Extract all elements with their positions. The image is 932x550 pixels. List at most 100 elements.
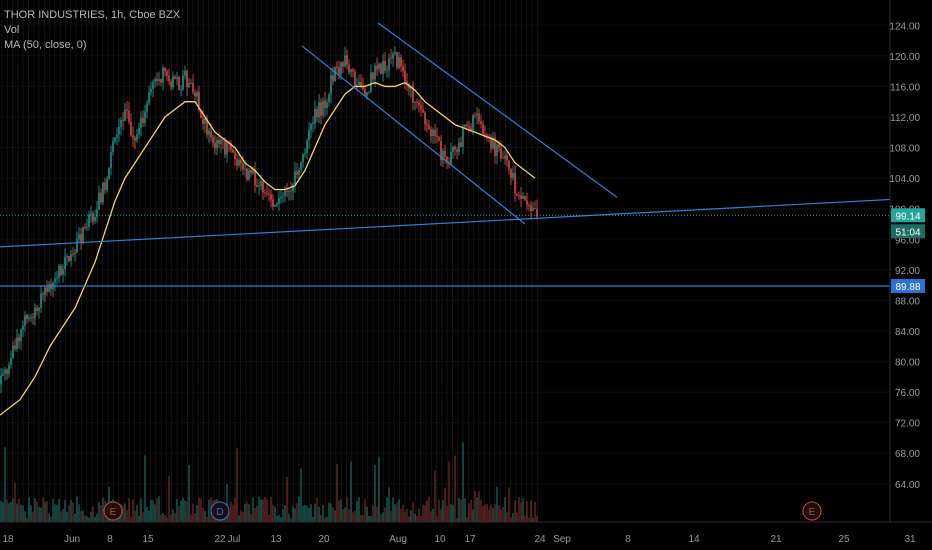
volume-bar — [90, 511, 92, 522]
volume-bar — [54, 504, 56, 522]
time-axis[interactable]: 18 Jun 8 15 22 Jul 13 20 Aug 10 17 24 Sep 8 14 21 25 31 — [0, 521, 932, 545]
candle-body — [18, 337, 20, 342]
volume-bar — [448, 461, 450, 522]
volume-bar — [486, 504, 488, 522]
candle-body — [130, 121, 132, 136]
volume-bar — [508, 487, 510, 522]
candle-body — [416, 101, 418, 103]
volume-bar — [124, 503, 126, 522]
candle-body — [90, 213, 92, 215]
candle-body — [216, 140, 218, 149]
volume-bar — [304, 505, 306, 522]
candle-body — [470, 127, 472, 131]
candle-body — [30, 317, 32, 319]
candle-body — [172, 76, 174, 88]
candle-body — [186, 70, 188, 88]
candle-body — [316, 109, 318, 118]
candle-body — [512, 172, 514, 179]
volume-bar — [374, 464, 376, 522]
volume-bar — [464, 498, 466, 522]
volume-bar — [342, 509, 344, 522]
volume-bar — [326, 516, 328, 522]
volume-bar — [416, 516, 418, 522]
volume-bar — [96, 513, 98, 522]
time-tick-label: 25 — [838, 534, 850, 545]
volume-bar — [532, 517, 534, 522]
candle-body — [418, 102, 420, 106]
candle-body — [104, 182, 106, 191]
volume-bar — [12, 498, 14, 522]
candle-body — [238, 159, 240, 166]
volume-bar — [68, 505, 70, 522]
volume-bar — [422, 504, 424, 522]
candle-body — [222, 139, 224, 141]
candle-body — [292, 184, 294, 192]
volume-bar — [520, 502, 522, 522]
candle-body — [304, 152, 306, 154]
price-tick-label: 108.00 — [889, 144, 920, 155]
time-tick-label: 14 — [688, 534, 700, 545]
candle-body — [28, 317, 30, 320]
ma-indicator-label[interactable]: MA (50, close, 0) — [4, 39, 87, 51]
candle-body — [212, 137, 214, 143]
volume-bar — [378, 456, 380, 522]
volume-bar — [166, 517, 168, 522]
volume-bar — [414, 513, 416, 522]
volume-bar — [332, 507, 334, 522]
volume-bar — [450, 504, 452, 522]
price-tick-label: 68.00 — [895, 449, 920, 460]
candle-body — [520, 195, 522, 199]
candle-body — [260, 181, 262, 186]
candle-body — [524, 195, 526, 201]
volume-bar — [262, 499, 264, 522]
symbol-title[interactable]: THOR INDUSTRIES, 1h, Cboe BZX — [4, 9, 181, 21]
volume-bar — [356, 501, 358, 522]
candle-body — [138, 127, 140, 135]
candle-body — [326, 102, 328, 108]
candle-body — [510, 169, 512, 179]
candle-body — [492, 137, 494, 149]
volume-bar — [152, 500, 154, 522]
volume-bar — [280, 517, 282, 522]
trendlines[interactable] — [0, 22, 891, 248]
volume-bar — [420, 516, 422, 522]
volume-bar — [372, 505, 374, 522]
candle-body — [112, 141, 114, 152]
volume-bar — [446, 505, 448, 522]
candle-body — [388, 57, 390, 71]
volume-bar — [58, 499, 60, 522]
volume-bar — [312, 516, 314, 522]
candle-body — [398, 57, 400, 68]
candle-body — [284, 190, 286, 196]
volume-bar — [82, 510, 84, 522]
volume-bar — [522, 498, 524, 522]
volume-bar — [44, 502, 46, 522]
volume-bar — [472, 509, 474, 522]
candle-body — [314, 109, 316, 124]
volume-bar — [530, 500, 532, 522]
volume-bar — [150, 499, 152, 522]
candle-body — [106, 178, 108, 191]
volume-bar — [344, 507, 346, 522]
volume-bar — [388, 487, 390, 522]
candle-body — [246, 168, 248, 180]
volume-bar — [194, 513, 196, 522]
candle-body — [528, 205, 530, 206]
candle-body — [22, 325, 24, 330]
volume-bar — [252, 497, 254, 522]
candle-body — [176, 77, 178, 80]
volume-bar — [286, 476, 288, 522]
candle-body — [92, 213, 94, 222]
volume-indicator-label[interactable]: Vol — [4, 24, 20, 36]
price-tick-label: 76.00 — [895, 388, 920, 399]
volume-bar — [192, 503, 194, 522]
candle-body — [256, 185, 258, 187]
candle-body — [482, 124, 484, 135]
candle-body — [14, 345, 16, 349]
candle-body — [258, 185, 260, 187]
candle-body — [196, 92, 198, 97]
price-tick-label: 96.00 — [895, 235, 920, 246]
volume-bar — [390, 510, 392, 522]
